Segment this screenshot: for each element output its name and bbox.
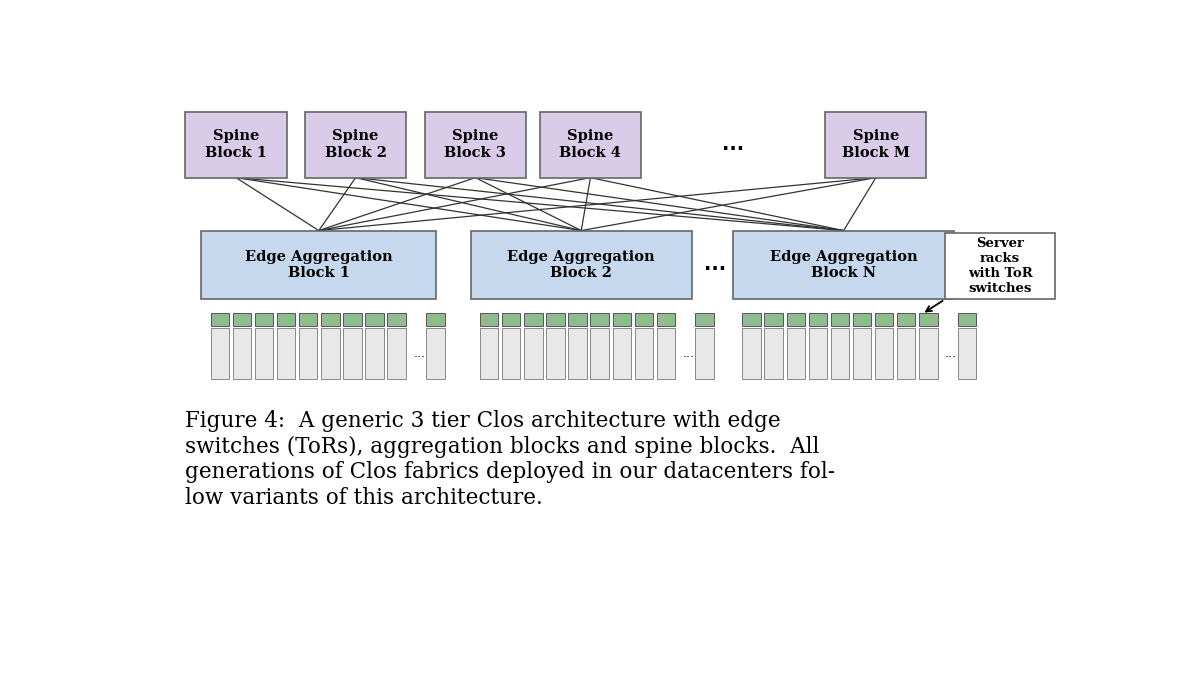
FancyBboxPatch shape bbox=[480, 313, 499, 326]
FancyBboxPatch shape bbox=[255, 313, 273, 326]
FancyBboxPatch shape bbox=[425, 111, 526, 178]
Text: ...: ... bbox=[682, 347, 695, 360]
FancyBboxPatch shape bbox=[874, 328, 893, 379]
FancyBboxPatch shape bbox=[299, 328, 317, 379]
FancyBboxPatch shape bbox=[366, 313, 384, 326]
FancyBboxPatch shape bbox=[764, 313, 783, 326]
FancyBboxPatch shape bbox=[826, 111, 927, 178]
FancyBboxPatch shape bbox=[524, 313, 543, 326]
Text: Spine
Block 3: Spine Block 3 bbox=[444, 129, 506, 159]
FancyBboxPatch shape bbox=[613, 313, 631, 326]
FancyBboxPatch shape bbox=[321, 313, 340, 326]
FancyBboxPatch shape bbox=[853, 328, 871, 379]
FancyBboxPatch shape bbox=[657, 328, 675, 379]
FancyBboxPatch shape bbox=[366, 328, 384, 379]
FancyBboxPatch shape bbox=[613, 328, 631, 379]
FancyBboxPatch shape bbox=[233, 328, 251, 379]
Text: Edge Aggregation
Block N: Edge Aggregation Block N bbox=[770, 250, 917, 280]
FancyBboxPatch shape bbox=[539, 111, 642, 178]
FancyBboxPatch shape bbox=[742, 328, 760, 379]
FancyBboxPatch shape bbox=[920, 328, 937, 379]
FancyBboxPatch shape bbox=[830, 328, 849, 379]
FancyBboxPatch shape bbox=[809, 328, 827, 379]
Text: ...: ... bbox=[413, 347, 425, 360]
FancyBboxPatch shape bbox=[343, 313, 361, 326]
Text: ...: ... bbox=[944, 347, 956, 360]
FancyBboxPatch shape bbox=[733, 231, 954, 300]
FancyBboxPatch shape bbox=[944, 233, 1055, 300]
FancyBboxPatch shape bbox=[634, 328, 653, 379]
FancyBboxPatch shape bbox=[233, 313, 251, 326]
FancyBboxPatch shape bbox=[568, 328, 587, 379]
FancyBboxPatch shape bbox=[524, 328, 543, 379]
FancyBboxPatch shape bbox=[920, 313, 937, 326]
FancyBboxPatch shape bbox=[426, 313, 444, 326]
FancyBboxPatch shape bbox=[634, 313, 653, 326]
FancyBboxPatch shape bbox=[568, 313, 587, 326]
FancyBboxPatch shape bbox=[202, 231, 436, 300]
Text: ...: ... bbox=[722, 135, 744, 154]
FancyBboxPatch shape bbox=[958, 313, 977, 326]
FancyBboxPatch shape bbox=[830, 313, 849, 326]
FancyBboxPatch shape bbox=[305, 111, 406, 178]
Text: Spine
Block M: Spine Block M bbox=[842, 129, 910, 159]
Text: Spine
Block 1: Spine Block 1 bbox=[206, 129, 267, 159]
FancyBboxPatch shape bbox=[897, 313, 916, 326]
Text: Edge Aggregation
Block 2: Edge Aggregation Block 2 bbox=[507, 250, 655, 280]
FancyBboxPatch shape bbox=[958, 328, 977, 379]
FancyBboxPatch shape bbox=[387, 313, 406, 326]
Text: Server
racks
with ToR
switches: Server racks with ToR switches bbox=[968, 237, 1032, 295]
FancyBboxPatch shape bbox=[657, 313, 675, 326]
FancyBboxPatch shape bbox=[255, 328, 273, 379]
FancyBboxPatch shape bbox=[809, 313, 827, 326]
FancyBboxPatch shape bbox=[426, 328, 444, 379]
FancyBboxPatch shape bbox=[695, 313, 714, 326]
FancyBboxPatch shape bbox=[343, 328, 361, 379]
FancyBboxPatch shape bbox=[764, 328, 783, 379]
FancyBboxPatch shape bbox=[185, 111, 286, 178]
Text: Edge Aggregation
Block 1: Edge Aggregation Block 1 bbox=[245, 250, 393, 280]
FancyBboxPatch shape bbox=[299, 313, 317, 326]
FancyBboxPatch shape bbox=[695, 328, 714, 379]
FancyBboxPatch shape bbox=[853, 313, 871, 326]
FancyBboxPatch shape bbox=[874, 313, 893, 326]
Text: Spine
Block 2: Spine Block 2 bbox=[324, 129, 386, 159]
FancyBboxPatch shape bbox=[742, 313, 760, 326]
Text: Spine
Block 4: Spine Block 4 bbox=[560, 129, 621, 159]
FancyBboxPatch shape bbox=[590, 328, 608, 379]
FancyBboxPatch shape bbox=[277, 313, 296, 326]
Text: Figure 4:  A generic 3 tier Clos architecture with edge
switches (ToRs), aggrega: Figure 4: A generic 3 tier Clos architec… bbox=[185, 410, 835, 509]
FancyBboxPatch shape bbox=[387, 328, 406, 379]
FancyBboxPatch shape bbox=[470, 231, 691, 300]
FancyBboxPatch shape bbox=[321, 328, 340, 379]
FancyBboxPatch shape bbox=[277, 328, 296, 379]
FancyBboxPatch shape bbox=[480, 328, 499, 379]
FancyBboxPatch shape bbox=[210, 313, 229, 326]
FancyBboxPatch shape bbox=[897, 328, 916, 379]
FancyBboxPatch shape bbox=[786, 313, 805, 326]
FancyBboxPatch shape bbox=[786, 328, 805, 379]
FancyBboxPatch shape bbox=[546, 313, 564, 326]
FancyBboxPatch shape bbox=[210, 328, 229, 379]
Text: ...: ... bbox=[703, 256, 726, 274]
FancyBboxPatch shape bbox=[546, 328, 564, 379]
FancyBboxPatch shape bbox=[503, 328, 520, 379]
FancyBboxPatch shape bbox=[590, 313, 608, 326]
FancyBboxPatch shape bbox=[503, 313, 520, 326]
